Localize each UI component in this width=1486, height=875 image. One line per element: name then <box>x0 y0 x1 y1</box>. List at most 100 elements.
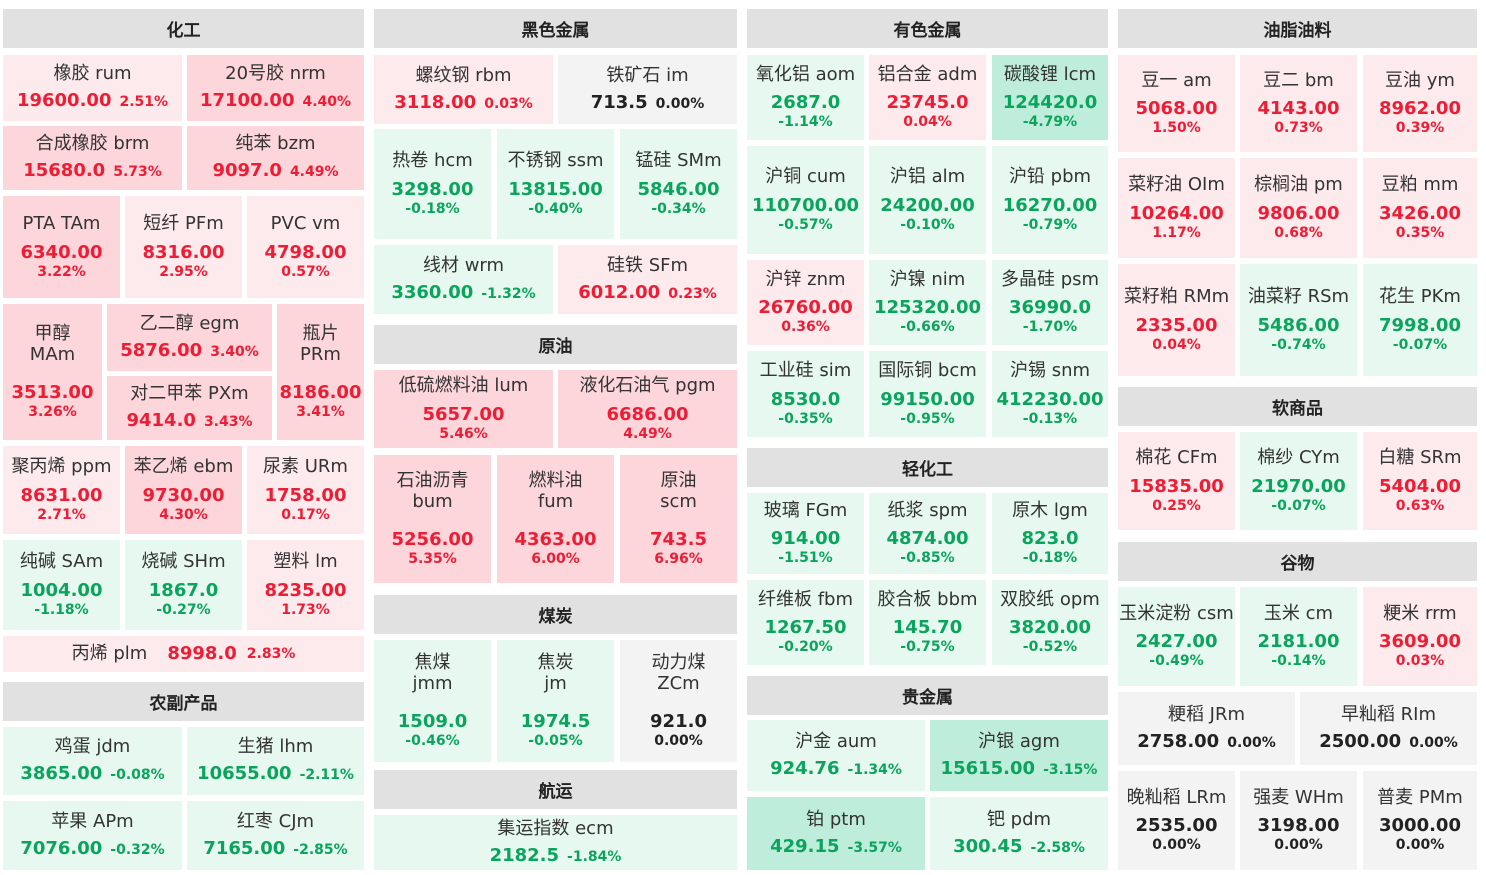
quote-cell-whm[interactable]: 强麦 WHm 3198.00 0.00% <box>1240 771 1357 870</box>
quote-cell-cfm[interactable]: 棉花 CFm 15835.00 0.25% <box>1118 432 1235 530</box>
quote-cell-cm[interactable]: 玉米 cm 2181.00 -0.14% <box>1240 587 1357 686</box>
quote-cell-znm[interactable]: 沪锌 znm 26760.00 0.36% <box>747 260 864 345</box>
quote-cell-am[interactable]: 豆一 am 5068.00 1.50% <box>1118 55 1235 152</box>
quote-cell-fgm[interactable]: 玻璃 FGm 914.00 -1.51% <box>747 493 864 574</box>
quote-cell-jrm[interactable]: 粳稻 JRm 2758.00 0.00% <box>1118 692 1295 765</box>
quote-cell-pfm[interactable]: 短纤 PFm 8316.00 2.95% <box>125 196 242 298</box>
quote-cell-bbm[interactable]: 胶合板 bbm 145.70 -0.75% <box>869 580 986 665</box>
quote-cell-sam[interactable]: 纯碱 SAm 1004.00 -1.18% <box>3 540 120 630</box>
quote-cell-lrm[interactable]: 晚籼稻 LRm 2535.00 0.00% <box>1118 771 1235 870</box>
quote-cell-cum[interactable]: 沪铜 cum 110700.00 -0.57% <box>747 146 864 254</box>
quote-cell-pm[interactable]: 棕榈油 pm 9806.00 0.68% <box>1240 158 1357 258</box>
quote-cell-spm[interactable]: 纸浆 spm 4874.00 -0.85% <box>869 493 986 574</box>
quote-cell-pgm[interactable]: 液化石油气 pgm 6686.00 4.49% <box>558 370 737 448</box>
change-percent: -0.85% <box>900 550 955 567</box>
quote-cell-bm[interactable]: 豆二 bm 4143.00 0.73% <box>1240 55 1357 152</box>
quote-cell-brm[interactable]: 合成橡胶 brm 15680.0 5.73% <box>3 126 182 190</box>
quote-cell-bzm[interactable]: 纯苯 bzm 9097.0 4.49% <box>187 126 364 190</box>
quote-cell-olm[interactable]: 菜籽油 OIm 10264.00 1.17% <box>1118 158 1235 258</box>
quote-cell-im[interactable]: 铁矿石 im 713.5 0.00% <box>558 55 737 124</box>
quote-cell-srm[interactable]: 白糖 SRm 5404.00 0.63% <box>1363 432 1477 530</box>
quote-cell-lum[interactable]: 低硫燃料油 lum 5657.00 5.46% <box>374 370 553 448</box>
quote-cell-nrm[interactable]: 20号胶 nrm 17100.00 4.40% <box>187 55 364 121</box>
change-percent: -0.40% <box>528 200 583 217</box>
quote-cell-scm[interactable]: 原油 scm 743.5 6.96% <box>620 455 737 583</box>
quote-cell-rum[interactable]: 橡胶 rum 19600.00 2.51% <box>3 55 182 121</box>
quote-cell-ssm[interactable]: 不锈钢 ssm 13815.00 -0.40% <box>497 129 614 239</box>
quote-cell-bcm[interactable]: 国际铜 bcm 99150.00 -0.95% <box>869 351 986 437</box>
quote-cell-lm[interactable]: 塑料 lm 8235.00 1.73% <box>247 540 364 630</box>
change-percent: -0.18% <box>1022 550 1078 567</box>
last-price: 9730.00 <box>142 484 225 506</box>
quote-cell-egm[interactable]: 乙二醇 egm 5876.00 3.40% <box>107 304 272 371</box>
quote-cell-vm[interactable]: PVC vm 4798.00 0.57% <box>247 196 364 298</box>
change-percent: 0.04% <box>1152 336 1201 353</box>
quote-cell-rim[interactable]: 早籼稻 RIm 2500.00 0.00% <box>1300 692 1477 765</box>
quote-cell-plm[interactable]: 丙烯 plm 8998.0 2.83% <box>3 636 364 672</box>
quote-cell-rbm[interactable]: 螺纹钢 rbm 3118.00 0.03% <box>374 55 553 124</box>
last-price: 823.0 <box>1021 528 1079 550</box>
quote-cell-ecm[interactable]: 集运指数 ecm 2182.5 -1.84% <box>374 815 737 870</box>
quote-cell-cym[interactable]: 棉纱 CYm 21970.00 -0.07% <box>1240 432 1357 530</box>
quote-cell-hcm[interactable]: 热卷 hcm 3298.00 -0.18% <box>374 129 491 239</box>
quote-cell-pbm[interactable]: 沪铅 pbm 16270.00 -0.79% <box>992 146 1108 254</box>
section-header-nonferrous: 有色金属 <box>747 9 1108 48</box>
price-row: 3360.00 -1.32% <box>391 282 535 304</box>
quote-cell-lcm[interactable]: 碳酸锂 lcm 124420.0 -4.79% <box>992 55 1108 140</box>
quote-cell-apm[interactable]: 苹果 APm 7076.00 -0.32% <box>3 801 182 870</box>
quote-cell-shm[interactable]: 烧碱 SHm 1867.0 -0.27% <box>125 540 242 630</box>
section-header-coal: 煤炭 <box>374 595 737 634</box>
quote-cell-sim[interactable]: 工业硅 sim 8530.0 -0.35% <box>747 351 864 437</box>
quote-cell-sfm[interactable]: 硅铁 SFm 6012.00 0.23% <box>558 245 737 314</box>
quote-cell-csm[interactable]: 玉米淀粉 csm 2427.00 -0.49% <box>1118 587 1235 686</box>
change-percent: 0.03% <box>1395 653 1445 670</box>
last-price: 3198.00 <box>1257 815 1340 837</box>
quote-cell-fbm[interactable]: 纤维板 fbm 1267.50 -0.20% <box>747 580 864 665</box>
quote-cell-smm[interactable]: 锰硅 SMm 5846.00 -0.34% <box>620 129 737 239</box>
quote-cell-pxm[interactable]: 对二甲苯 PXm 9414.0 3.43% <box>107 376 272 440</box>
last-price: 2687.0 <box>770 92 841 114</box>
quote-cell-mm[interactable]: 豆粕 mm 3426.00 0.35% <box>1363 158 1477 258</box>
quote-cell-rsm[interactable]: 油菜籽 RSm 5486.00 -0.74% <box>1240 264 1357 376</box>
quote-cell-jm[interactable]: 焦炭 jm 1974.5 -0.05% <box>497 640 614 762</box>
quote-cell-urm[interactable]: 尿素 URm 1758.00 0.17% <box>247 446 364 534</box>
quote-cell-rmm[interactable]: 菜籽粕 RMm 2335.00 0.04% <box>1118 264 1235 376</box>
quote-cell-ym[interactable]: 豆油 ym 8962.00 0.39% <box>1363 55 1477 152</box>
quote-cell-lgm[interactable]: 原木 lgm 823.0 -0.18% <box>992 493 1108 574</box>
quote-cell-adm[interactable]: 铝合金 adm 23745.0 0.04% <box>869 55 986 140</box>
contract-name: 短纤 PFm <box>143 213 224 235</box>
quote-cell-fum[interactable]: 燃料油 fum 4363.00 6.00% <box>497 455 614 583</box>
last-price: 110700.00 <box>751 194 860 216</box>
quote-cell-pdm[interactable]: 钯 pdm 300.45 -2.58% <box>930 797 1108 870</box>
change-percent: -0.07% <box>1271 497 1326 514</box>
quote-cell-opm[interactable]: 双胶纸 opm 3820.00 -0.52% <box>992 580 1108 665</box>
quote-cell-rrm[interactable]: 粳米 rrm 3609.00 0.03% <box>1363 587 1477 686</box>
quote-cell-aum[interactable]: 沪金 aum 924.76 -1.34% <box>747 720 925 791</box>
quote-cell-zcm[interactable]: 动力煤 ZCm 921.0 0.00% <box>620 640 737 762</box>
quote-cell-agm[interactable]: 沪银 agm 15615.00 -3.15% <box>930 720 1108 791</box>
contract-name: 红枣 CJm <box>236 810 315 832</box>
quote-cell-jdm[interactable]: 鸡蛋 jdm 3865.00 -0.08% <box>3 727 182 795</box>
quote-cell-pkm[interactable]: 花生 PKm 7998.00 -0.07% <box>1363 264 1477 376</box>
quote-cell-pmm[interactable]: 普麦 PMm 3000.00 0.00% <box>1363 771 1477 870</box>
quote-cell-alm[interactable]: 沪铝 alm 24200.00 -0.10% <box>869 146 986 254</box>
quote-cell-psm[interactable]: 多晶硅 psm 36990.0 -1.70% <box>992 260 1108 345</box>
last-price: 4143.00 <box>1257 98 1340 120</box>
contract-name: 纯碱 SAm <box>19 551 104 573</box>
quote-cell-mam[interactable]: 甲醇 MAm 3513.00 3.26% <box>3 304 102 440</box>
quote-cell-ppm[interactable]: 聚丙烯 ppm 8631.00 2.71% <box>3 446 120 534</box>
quote-cell-tam[interactable]: PTA TAm 6340.00 3.22% <box>3 196 120 298</box>
price-row: 5876.00 3.40% <box>120 340 259 362</box>
quote-cell-bum[interactable]: 石油沥青 bum 5256.00 5.35% <box>374 455 491 583</box>
quote-cell-ptm[interactable]: 铂 ptm 429.15 -3.57% <box>747 797 925 870</box>
change-percent: 1.17% <box>1152 224 1201 241</box>
quote-cell-jmm[interactable]: 焦煤 jmm 1509.0 -0.46% <box>374 640 491 762</box>
quote-cell-prm[interactable]: 瓶片 PRm 8186.00 3.41% <box>277 304 364 440</box>
quote-cell-lhm[interactable]: 生猪 lhm 10655.00 -2.11% <box>187 727 364 795</box>
quote-cell-aom[interactable]: 氧化铝 aom 2687.0 -1.14% <box>747 55 864 140</box>
quote-cell-wrm[interactable]: 线材 wrm 3360.00 -1.32% <box>374 245 553 314</box>
quote-cell-nim[interactable]: 沪镍 nim 125320.00 -0.66% <box>869 260 986 345</box>
quote-cell-cjm[interactable]: 红枣 CJm 7165.00 -2.85% <box>187 801 364 870</box>
quote-cell-snm[interactable]: 沪锡 snm 412230.00 -0.13% <box>992 351 1108 437</box>
quote-cell-ebm[interactable]: 苯乙烯 ebm 9730.00 4.30% <box>125 446 242 534</box>
